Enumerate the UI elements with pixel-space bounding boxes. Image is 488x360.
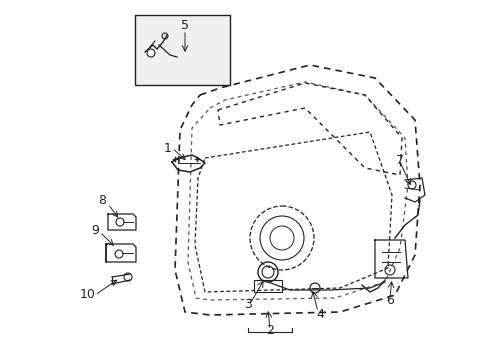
Text: 6: 6 (385, 293, 393, 306)
Text: 7: 7 (395, 153, 403, 166)
Bar (253, 280, 282, 292)
Bar (135, 15, 229, 85)
Text: 4: 4 (315, 309, 323, 321)
Text: 10: 10 (80, 288, 96, 302)
Text: 5: 5 (181, 18, 189, 32)
Text: 2: 2 (265, 324, 273, 337)
Text: 9: 9 (91, 224, 99, 237)
Text: 8: 8 (98, 194, 106, 207)
Text: 3: 3 (244, 298, 251, 311)
Text: 1: 1 (164, 141, 172, 154)
